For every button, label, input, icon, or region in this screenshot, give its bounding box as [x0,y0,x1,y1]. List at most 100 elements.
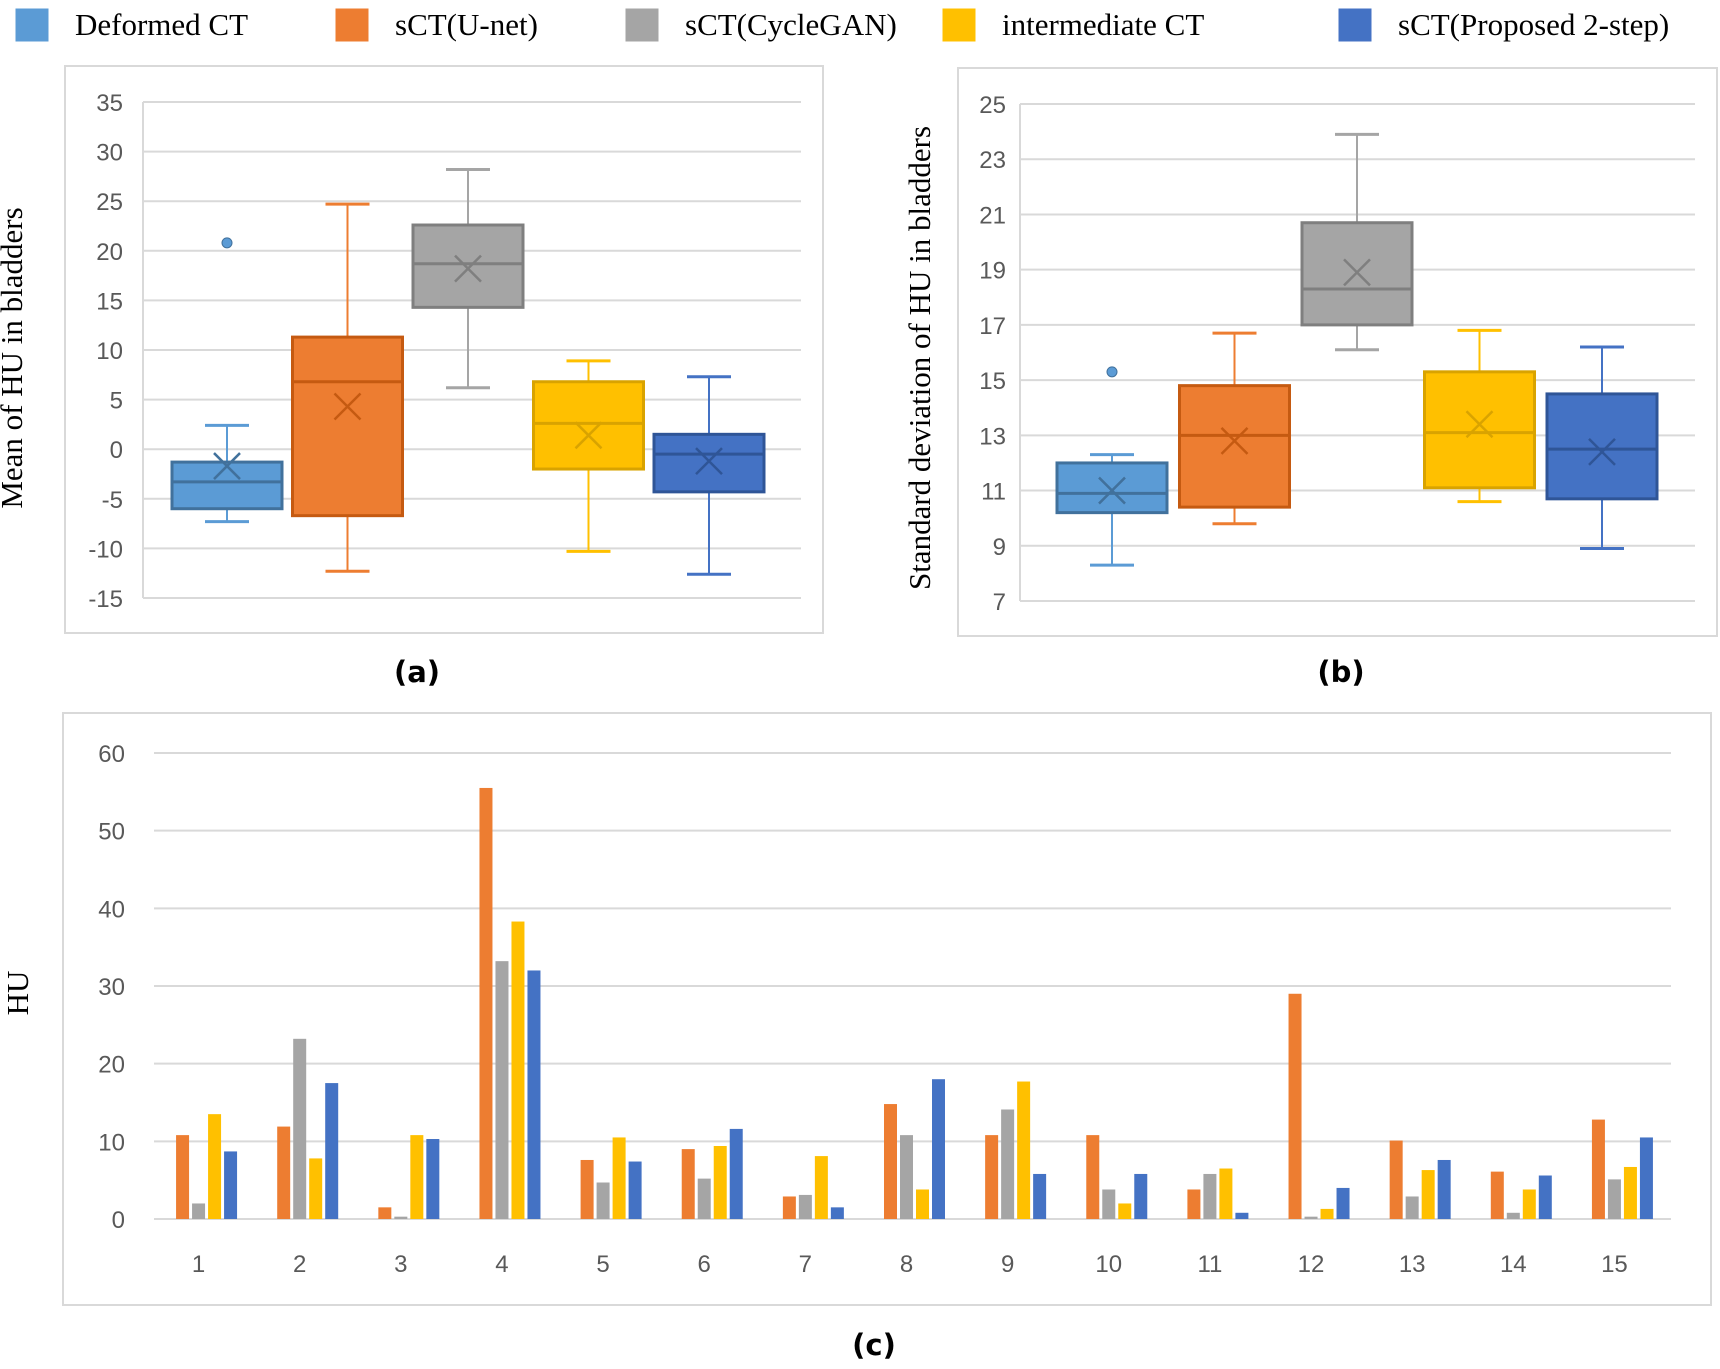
bar [394,1216,408,1219]
bar [1506,1212,1520,1219]
y-tick-label: 11 [981,479,1006,506]
bar [1405,1196,1419,1219]
y-tick-label: 35 [96,90,123,117]
y-tick-label: 50 [98,819,125,846]
x-tick-label: 2 [293,1251,306,1278]
bar [814,1156,828,1219]
y-tick-label: 9 [993,534,1006,561]
bar [1538,1175,1552,1219]
legend-label: sCT(CycleGAN) [685,7,897,42]
mean-marker [1098,476,1126,505]
bar [224,1151,238,1219]
bar [410,1135,424,1219]
box [1423,370,1536,490]
bar [1187,1189,1201,1219]
chart-frame [957,67,1718,637]
box [1545,392,1659,501]
x-tick-label: 5 [596,1251,609,1278]
box-sct-proposed-2-step- [652,375,766,576]
bar [1639,1137,1653,1219]
bar [378,1207,392,1219]
bar [729,1128,743,1219]
box [411,223,525,309]
y-tick-label: -10 [88,536,123,563]
box [291,335,404,518]
bar [426,1139,440,1219]
y-tick-label: 0 [112,1207,125,1234]
bar [1203,1173,1217,1219]
panel-a-boxplot: 35 30 25 20 15 10 5 0 -5 -10 -15 Mean of HU in blad… [0,65,824,689]
x-tick-label: 1 [192,1251,205,1278]
legend-label: intermediate CT [1002,7,1204,42]
y-tick-label: 19 [979,258,1006,285]
bar [628,1161,642,1219]
legend-swatch [334,7,370,43]
x-tick-label: 7 [799,1251,812,1278]
y-tick-label: -5 [102,487,123,514]
box-deformed-ct [1055,366,1169,567]
y-tick-label: 30 [96,140,123,167]
y-tick-label: 60 [98,741,125,768]
legend-swatch [14,7,50,43]
bar [580,1159,594,1219]
bar [1086,1135,1100,1219]
box-intermediate-ct [532,359,645,553]
box [1055,461,1169,515]
legend: Deformed CT sCT(U-net) sCT(CycleGAN) interm… [14,7,1669,43]
legend-label: sCT(U-net) [395,7,538,42]
mean-marker [1220,426,1249,455]
bar [208,1114,222,1219]
box [1178,384,1291,509]
x-tick-label: 12 [1298,1251,1325,1278]
y-tick-label: 10 [96,338,123,365]
bar [527,970,541,1219]
y-tick-label: 15 [979,368,1006,395]
x-tick-label: 8 [900,1251,913,1278]
x-tick-label: 9 [1001,1251,1014,1278]
bar [1522,1189,1536,1219]
panel-label: (c) [852,1328,896,1362]
y-tick-label: 10 [98,1129,125,1156]
outlier-point [221,237,233,249]
legend-label: sCT(Proposed 2-step) [1398,7,1669,42]
x-tick-label: 10 [1095,1251,1122,1278]
box-sct-u-net- [291,202,404,573]
box-sct-cyclegan- [1300,132,1414,352]
mean-marker [695,447,723,475]
bar [1033,1173,1047,1219]
box [652,432,766,494]
bar [1219,1168,1233,1219]
y-tick-label: 0 [110,437,123,464]
legend-label: Deformed CT [75,7,248,42]
legend-item: sCT(CycleGAN) [624,7,897,43]
bar [176,1135,190,1219]
y-tick-label: 20 [96,239,123,266]
legend-item: sCT(Proposed 2-step) [1337,7,1669,43]
bar [1118,1203,1132,1219]
bar [1017,1081,1031,1219]
x-tick-label: 13 [1399,1251,1426,1278]
bar [798,1194,812,1219]
bar [916,1189,929,1219]
legend-swatch [941,7,977,43]
bar [900,1135,913,1219]
bar [1288,993,1302,1219]
bar [782,1196,796,1219]
bar [596,1182,610,1219]
y-tick-label: 25 [96,189,123,216]
x-tick-label: 4 [495,1251,508,1278]
y-tick-label: 7 [993,589,1006,616]
bar [830,1207,844,1219]
bar [325,1083,339,1219]
x-tick-label: 14 [1500,1251,1527,1278]
mean-marker [1465,410,1494,439]
box-intermediate-ct [1423,328,1536,504]
bar [1134,1173,1148,1219]
mean-marker [454,254,482,283]
bar [1389,1140,1403,1219]
mean-marker [333,392,362,421]
box [532,380,645,471]
mean-marker [1343,258,1371,287]
bar [1623,1166,1637,1219]
